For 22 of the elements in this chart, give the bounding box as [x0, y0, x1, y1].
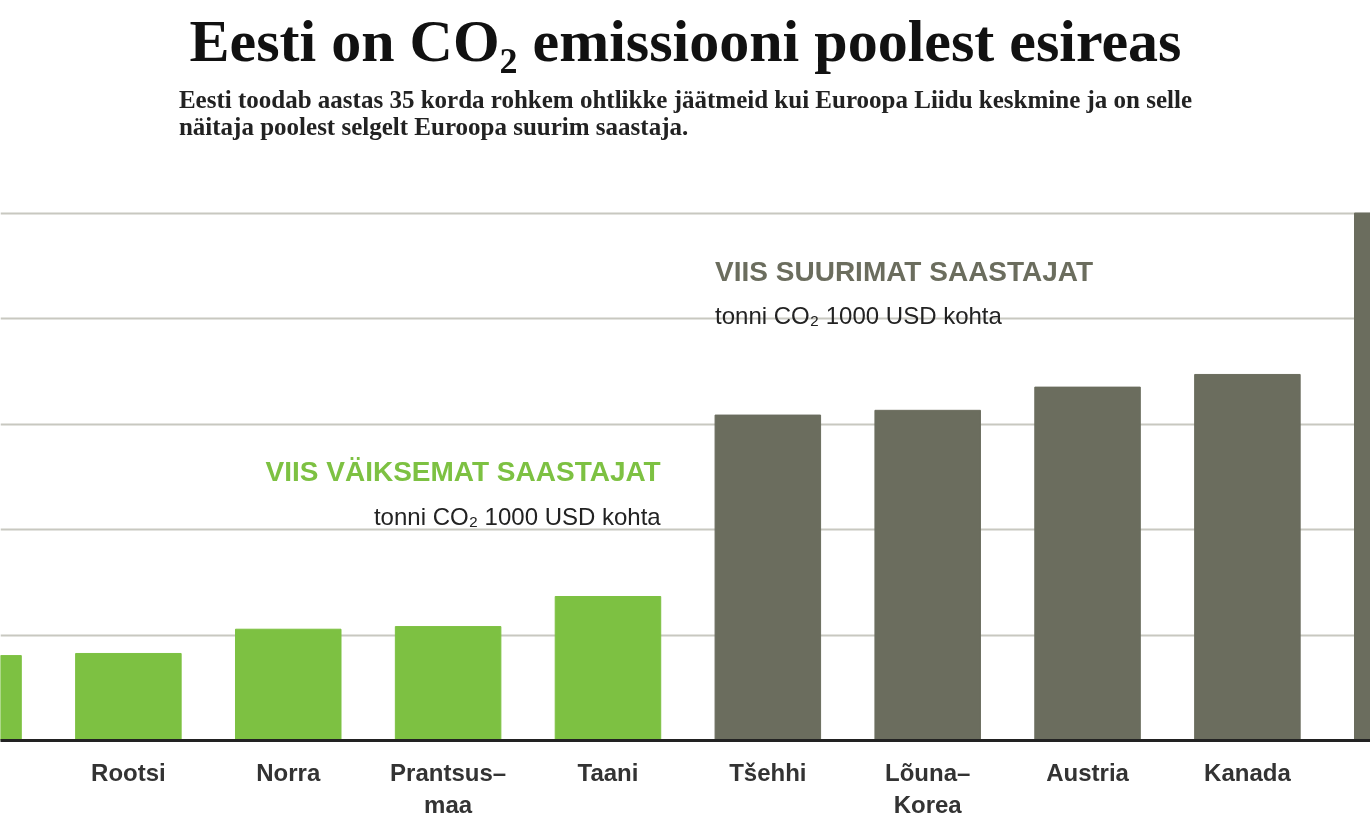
bar [874, 409, 981, 741]
x-tick-label: Kanada [1204, 758, 1292, 786]
annotation: tonni CO₂ 1000 USD kohta [373, 502, 662, 530]
annotation: VIIS VÄIKSEMAT SAASTAJAT [265, 456, 661, 488]
x-tick-label: Prantsus– maa [390, 758, 507, 818]
chart-title: Eesti on CO₂ emissiooni poolest esireas [189, 7, 1182, 74]
bar [554, 596, 662, 741]
bar [1034, 386, 1141, 741]
bar [394, 626, 502, 741]
bar [75, 652, 182, 741]
x-tick-label: Norra [256, 758, 321, 786]
annotation: tonni CO₂ 1000 USD kohta [715, 302, 1003, 330]
chart-subtitle: Eesti toodab aastas 35 korda rohkem ohtlikke jäätmeid kui Euroopa Liidu keskmine ja on selle näitaja poolest selgelt Euroopa suurim saastaja. [178, 85, 1193, 140]
bar [1194, 373, 1301, 741]
x-tick-label: Tšehhi [729, 758, 807, 786]
x-tick-label: Taani [577, 758, 639, 786]
bar [714, 414, 822, 741]
annotation: VIIS SUURIMAT SAASTAJAT [715, 255, 1094, 287]
x-tick-label: Lõuna– Korea [885, 758, 971, 818]
bar [234, 628, 342, 741]
x-tick-label: Austria [1046, 758, 1130, 786]
x-tick-label: Rootsi [91, 758, 166, 786]
